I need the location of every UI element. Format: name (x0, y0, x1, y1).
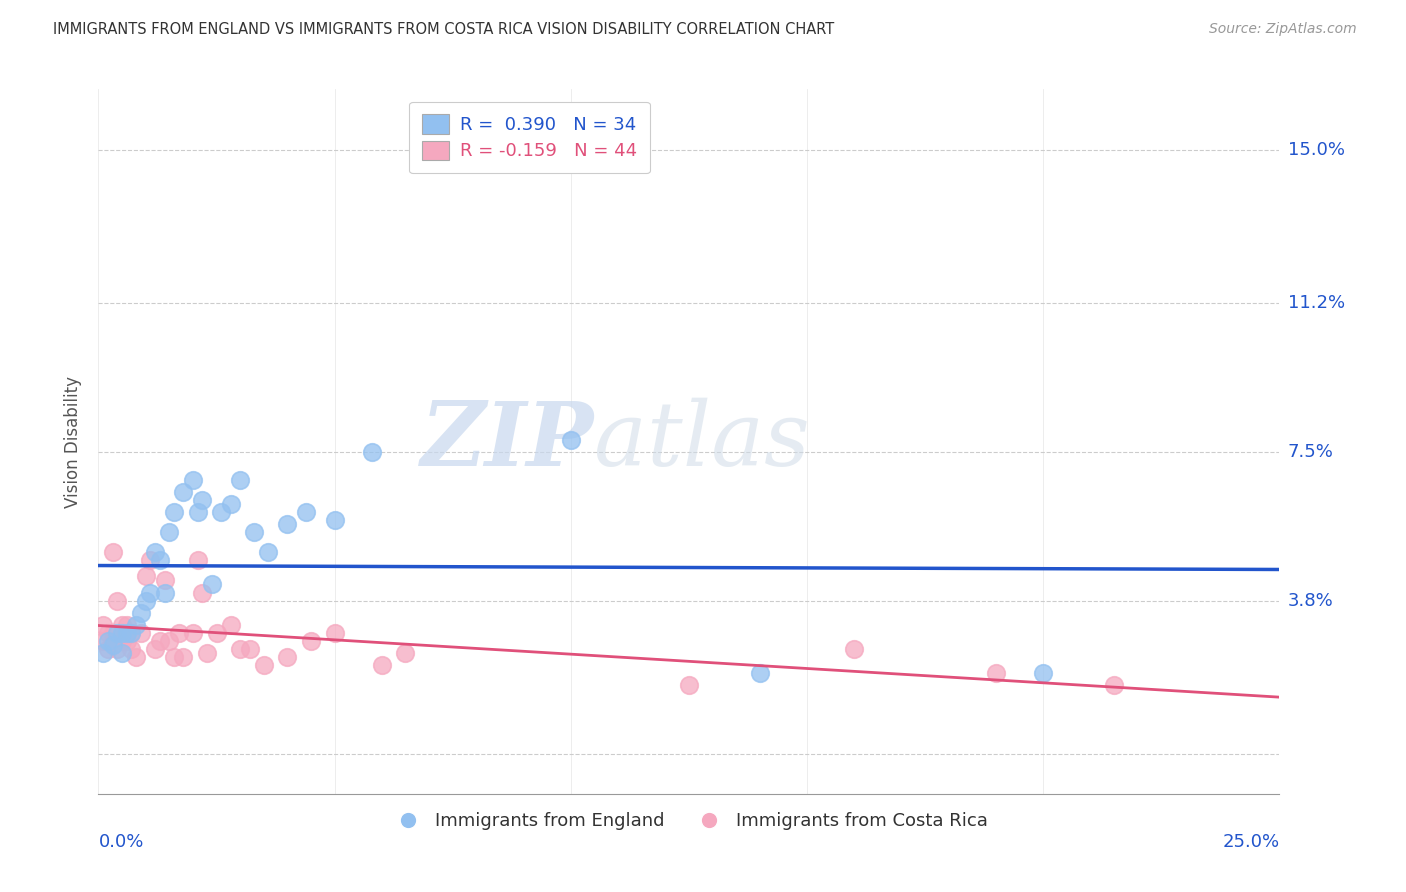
Point (91, 633, 114, 648)
Point (172, 650, 194, 665)
Point (97, 633, 120, 648)
Point (394, 646, 416, 660)
Point (105, 625, 128, 640)
Point (295, 505, 318, 519)
Point (209, 505, 232, 519)
Point (125, 650, 148, 665)
Point (153, 585, 176, 599)
Point (181, 473, 204, 487)
Point (105, 593, 128, 607)
Point (257, 545, 280, 559)
Point (243, 525, 266, 540)
Point (187, 553, 209, 567)
Point (111, 646, 134, 660)
Point (191, 585, 214, 599)
Point (139, 553, 162, 567)
Point (143, 641, 166, 656)
Point (560, 433, 582, 447)
Point (101, 638, 124, 652)
Text: 15.0%: 15.0% (1288, 141, 1344, 159)
Point (323, 513, 346, 527)
Point (91, 617, 114, 632)
Point (101, 545, 124, 559)
Point (276, 517, 298, 532)
Point (125, 617, 148, 632)
Point (229, 473, 252, 487)
Point (111, 617, 134, 632)
Legend: Immigrants from England, Immigrants from Costa Rica: Immigrants from England, Immigrants from… (382, 805, 995, 838)
Point (111, 633, 134, 648)
Point (1032, 666, 1054, 681)
Point (201, 577, 224, 591)
Point (229, 641, 252, 656)
Point (135, 593, 157, 607)
Point (121, 625, 143, 640)
Point (323, 625, 346, 640)
Point (163, 505, 186, 519)
Point (844, 641, 866, 656)
Text: ZIP: ZIP (420, 399, 595, 484)
Point (115, 625, 138, 640)
Point (1102, 678, 1125, 692)
Y-axis label: Vision Disability: Vision Disability (65, 376, 83, 508)
Point (219, 617, 242, 632)
Point (153, 574, 176, 588)
Point (205, 625, 228, 640)
Point (163, 650, 186, 665)
Point (135, 569, 157, 583)
Text: 3.8%: 3.8% (1288, 591, 1333, 609)
Point (129, 625, 152, 640)
Point (219, 497, 242, 511)
Text: 11.2%: 11.2% (1288, 293, 1346, 311)
Point (172, 484, 194, 499)
Text: atlas: atlas (595, 398, 810, 485)
Point (748, 666, 770, 681)
Point (97, 641, 120, 656)
Point (239, 641, 262, 656)
Point (101, 633, 124, 648)
Point (181, 625, 204, 640)
Point (195, 646, 218, 660)
Point (678, 678, 700, 692)
Point (139, 585, 162, 599)
Point (187, 505, 209, 519)
Point (299, 633, 322, 648)
Point (101, 625, 124, 640)
Text: 25.0%: 25.0% (1222, 833, 1279, 851)
Point (149, 633, 172, 648)
Point (157, 633, 180, 648)
Point (121, 641, 143, 656)
Point (143, 545, 166, 559)
Point (276, 650, 298, 665)
Point (91, 646, 114, 660)
Point (157, 525, 180, 540)
Point (129, 606, 152, 620)
Point (149, 553, 172, 567)
Point (361, 444, 384, 458)
Text: Source: ZipAtlas.com: Source: ZipAtlas.com (1209, 22, 1357, 37)
Text: 7.5%: 7.5% (1288, 442, 1334, 460)
Text: 0.0%: 0.0% (98, 833, 143, 851)
Point (115, 633, 138, 648)
Point (121, 625, 143, 640)
Point (167, 625, 190, 640)
Point (984, 666, 1007, 681)
Point (115, 617, 138, 632)
Point (111, 625, 134, 640)
Point (371, 658, 394, 673)
Point (253, 658, 276, 673)
Point (191, 492, 214, 507)
Point (97, 625, 120, 640)
Text: IMMIGRANTS FROM ENGLAND VS IMMIGRANTS FROM COSTA RICA VISION DISABILITY CORRELAT: IMMIGRANTS FROM ENGLAND VS IMMIGRANTS FR… (53, 22, 835, 37)
Point (105, 641, 128, 656)
